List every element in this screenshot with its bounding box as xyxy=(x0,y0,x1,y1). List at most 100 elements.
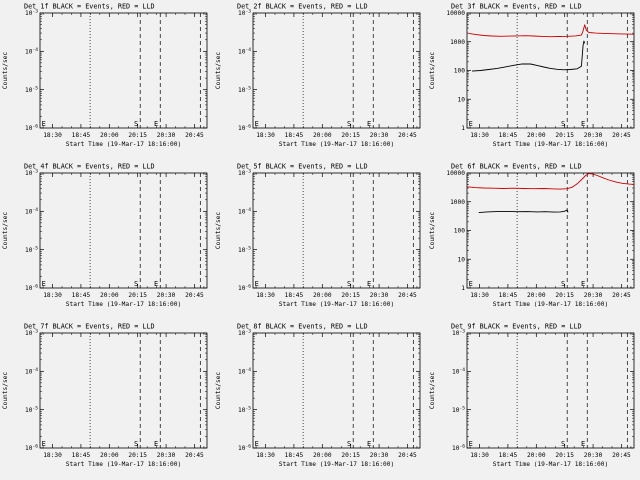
plot-svg: Det 2f BLACK = Events, RED = LLD Start Ti… xyxy=(215,2,421,148)
y-tick-label: 10-5 xyxy=(238,85,251,94)
plot-svg: Det 1f BLACK = Events, RED = LLD Start Ti… xyxy=(2,2,208,148)
x-tick-label: 20:15 xyxy=(128,132,147,139)
x-tick-label: 20:15 xyxy=(342,132,361,139)
y-tick-label: 10-5 xyxy=(238,245,251,254)
flag-E: E xyxy=(581,280,585,288)
x-tick-label: 20:30 xyxy=(370,132,389,139)
y-axis: 10000 1000 100 10 1 xyxy=(446,170,634,292)
panel-title: Det 7f BLACK = Events, RED = LLD xyxy=(24,322,155,330)
x-tick-label: 18:45 xyxy=(285,132,304,139)
y-tick-label: 10-4 xyxy=(25,367,38,376)
x-tick-label: 18:30 xyxy=(257,292,276,299)
flag-E: E xyxy=(255,280,259,288)
event-marker-lines xyxy=(516,173,628,288)
x-tick-label: 20:00 xyxy=(313,292,332,299)
x-axis: 18:30 18:45 20:00 20:15 20:30 20:45 xyxy=(469,13,631,139)
x-axis-label: Start Time (19-Mar-17 18:16:00) xyxy=(66,141,181,148)
flag-E: E xyxy=(468,280,472,288)
x-tick-label: 20:30 xyxy=(157,452,176,459)
x-tick-label: 20:00 xyxy=(100,452,119,459)
x-tick-label: 20:30 xyxy=(583,292,602,299)
x-tick-label: 20:45 xyxy=(612,132,631,139)
y-axis: 10-3 10-4 10-5 10-6 xyxy=(25,329,207,453)
x-axis-label: Start Time (19-Mar-17 18:16:00) xyxy=(492,141,607,148)
y-tick-label: 10-4 xyxy=(238,47,251,56)
x-axis-label: Start Time (19-Mar-17 18:16:00) xyxy=(492,461,607,468)
y-axis-label: Counts/sec xyxy=(215,52,222,90)
x-tick-label: 18:45 xyxy=(72,292,91,299)
x-axis-label: Start Time (19-Mar-17 18:16:00) xyxy=(279,141,394,148)
series-lld xyxy=(468,24,634,38)
y-tick-label: 10-6 xyxy=(238,284,251,293)
event-marker-lines xyxy=(303,173,414,288)
flag-S: S xyxy=(561,440,565,448)
x-axis: 18:30 18:45 20:00 20:15 20:30 20:45 xyxy=(469,333,631,459)
y-axis-label: Counts/sec xyxy=(215,212,222,250)
y-tick-label: 10-6 xyxy=(25,284,38,293)
plot-frame xyxy=(252,332,421,449)
x-tick-label: 18:45 xyxy=(72,452,91,459)
x-axis: 18:30 18:45 20:00 20:15 20:30 20:45 xyxy=(42,173,205,299)
x-axis-label: Start Time (19-Mar-17 18:16:00) xyxy=(492,301,607,308)
y-axis: 10-3 10-4 10-5 10-6 xyxy=(238,329,421,452)
data-series xyxy=(468,24,634,72)
series-events xyxy=(471,40,585,72)
y-tick-label: 10-6 xyxy=(238,124,251,133)
y-tick-label: 10-4 xyxy=(25,47,38,56)
x-tick-label: 20:00 xyxy=(527,452,546,459)
x-tick-label: 20:30 xyxy=(157,132,176,139)
x-tick-label: 20:00 xyxy=(100,292,119,299)
flag-E: E xyxy=(154,440,158,448)
plot-svg: Det 4f BLACK = Events, RED = LLD Start Ti… xyxy=(2,162,208,308)
x-tick-label: 20:15 xyxy=(128,452,147,459)
flag-E: E xyxy=(468,120,472,128)
chart-panel-det-7f: Det 7f BLACK = Events, RED = LLD Start Ti… xyxy=(0,320,213,480)
x-axis: 18:30 18:45 20:00 20:15 20:30 20:45 xyxy=(42,333,205,459)
y-axis: 10-3 10-4 10-5 10-6 xyxy=(238,169,421,293)
x-tick-label: 20:45 xyxy=(185,132,204,139)
y-tick-label: 10-6 xyxy=(25,444,38,453)
chart-panel-det-6f: Det 6f BLACK = Events, RED = LLD Start Ti… xyxy=(427,160,640,320)
flag-E: E xyxy=(42,120,46,128)
plot-frame xyxy=(466,332,635,449)
flag-E: E xyxy=(42,440,46,448)
chart-panel-det-8f: Det 8f BLACK = Events, RED = LLD Start Ti… xyxy=(213,320,426,480)
x-tick-label: 18:30 xyxy=(43,292,62,299)
flag-S: S xyxy=(561,280,565,288)
plot-svg: Det 8f BLACK = Events, RED = LLD Start Ti… xyxy=(215,322,421,468)
x-tick-label: 18:45 xyxy=(285,292,304,299)
x-axis-label: Start Time (19-Mar-17 18:16:00) xyxy=(279,301,394,308)
plot-frame xyxy=(252,12,421,129)
y-axis: 10-3 10-4 10-5 10-6 xyxy=(238,9,421,133)
y-tick-label: 100 xyxy=(453,228,464,235)
x-tick-label: 20:15 xyxy=(555,452,574,459)
flag-S: S xyxy=(134,280,138,288)
x-tick-label: 20:30 xyxy=(370,452,389,459)
data-series xyxy=(466,173,634,214)
plot-frame xyxy=(39,172,208,289)
y-axis: 10-3 10-4 10-5 10-6 xyxy=(25,9,207,132)
plot-frame xyxy=(39,12,208,129)
x-axis: 18:30 18:45 20:00 20:15 20:30 20:45 xyxy=(42,13,205,139)
x-tick-label: 18:30 xyxy=(470,452,489,459)
y-tick-label: 10000 xyxy=(446,10,465,17)
plot-frame xyxy=(39,332,208,449)
x-tick-label: 18:30 xyxy=(470,132,489,139)
x-tick-label: 18:45 xyxy=(498,292,517,299)
x-axis: 18:30 18:45 20:00 20:15 20:30 20:45 xyxy=(256,173,418,299)
x-tick-label: 20:00 xyxy=(527,132,546,139)
event-marker-lines xyxy=(89,173,201,288)
y-axis: 10-3 10-4 10-5 10-6 xyxy=(25,169,207,293)
flag-E: E xyxy=(581,120,585,128)
x-tick-label: 20:15 xyxy=(555,132,574,139)
flag-E: E xyxy=(367,280,371,288)
x-tick-label: 20:30 xyxy=(370,292,389,299)
y-tick-label: 1 xyxy=(461,125,465,132)
chart-panel-det-4f: Det 4f BLACK = Events, RED = LLD Start Ti… xyxy=(0,160,213,320)
